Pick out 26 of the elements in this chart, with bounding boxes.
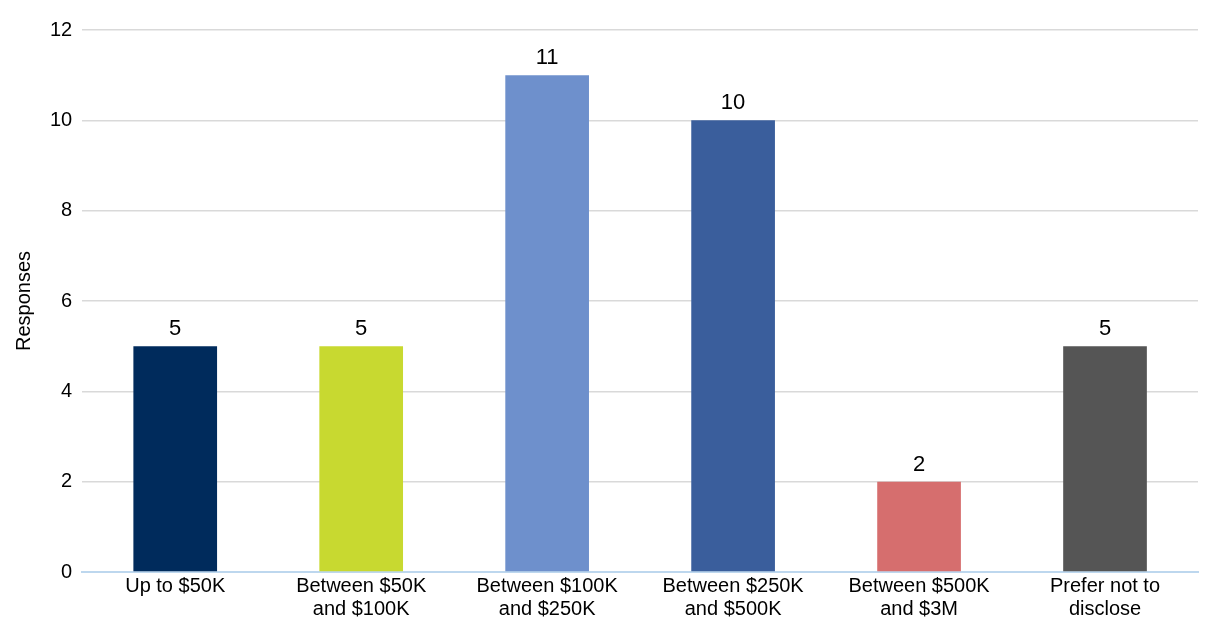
y-axis-title: Responses <box>11 250 34 352</box>
x-tick-label: Between $250K and $500K <box>662 574 805 620</box>
x-tick-label: Prefer not to disclose <box>1049 574 1161 620</box>
data-label: 2 <box>912 450 926 476</box>
bar <box>133 346 218 572</box>
data-label: 5 <box>169 315 182 341</box>
y-tick-label: 4 <box>61 378 73 401</box>
y-tick-label: 2 <box>61 469 73 492</box>
data-label: 11 <box>535 44 559 70</box>
bar <box>877 481 961 572</box>
bar <box>691 120 775 572</box>
x-tick-label: Between $50K and $100K <box>296 574 427 620</box>
y-tick-label: 8 <box>61 198 73 221</box>
bar <box>505 75 589 572</box>
bar <box>319 346 404 572</box>
data-label: 5 <box>355 315 368 341</box>
x-tick-label: Between $100K and $250K <box>476 574 619 620</box>
x-tick-label: Up to $50K <box>125 574 226 597</box>
y-tick-label: 10 <box>50 107 73 130</box>
data-label: 5 <box>1098 315 1112 341</box>
data-label: 10 <box>720 89 746 115</box>
x-tick-label: Between $500K and $3M <box>848 574 991 620</box>
y-tick-label: 0 <box>61 559 73 582</box>
bar <box>1063 346 1147 572</box>
y-tick-label: 12 <box>50 17 73 40</box>
y-tick-label: 6 <box>61 288 73 311</box>
